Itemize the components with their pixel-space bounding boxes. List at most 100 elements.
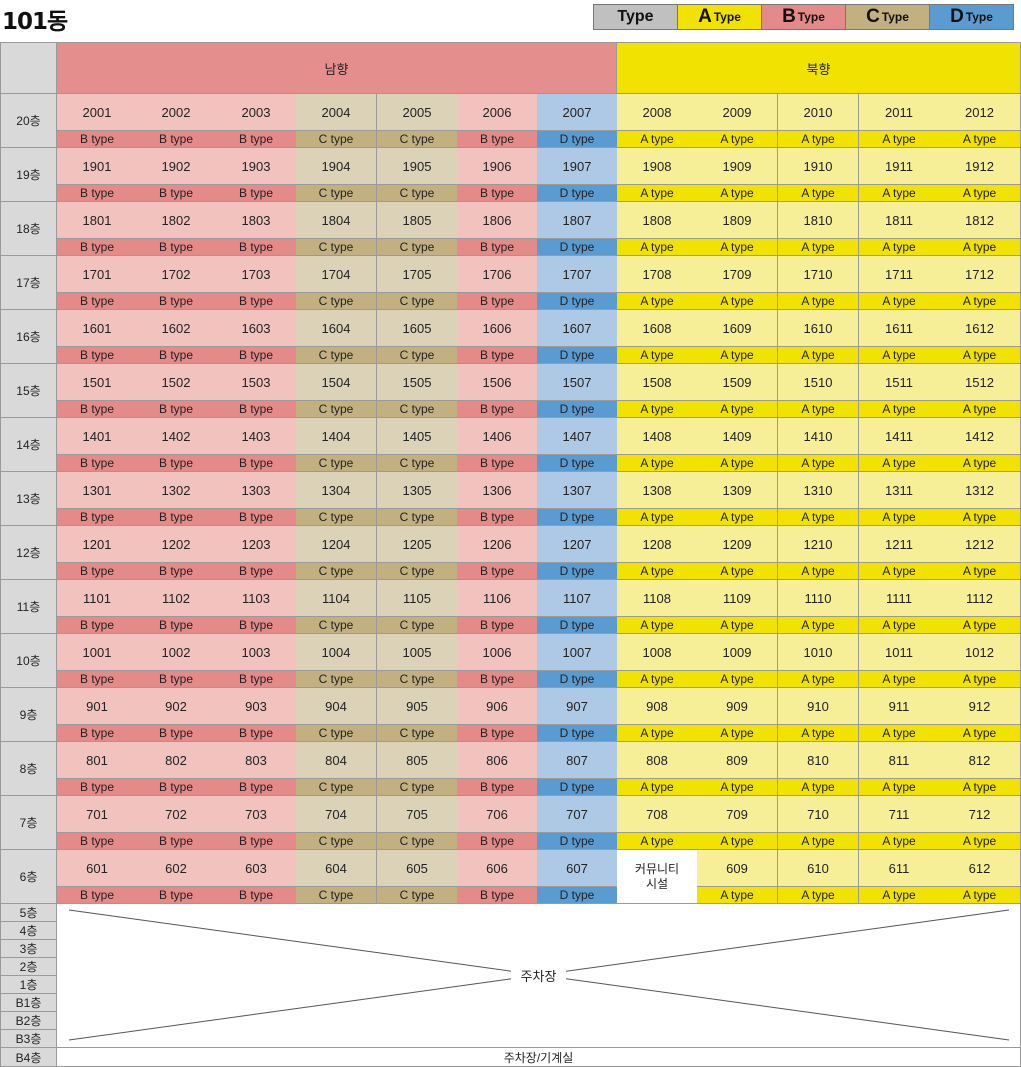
floor-label: 13층: [0, 472, 57, 526]
unit-number: 2003: [216, 94, 297, 131]
unit-number: 1206: [457, 526, 538, 563]
unit-number: 1304: [296, 472, 377, 509]
unit-type: C type: [296, 347, 377, 364]
unit-type: A type: [617, 563, 698, 580]
unit-number: 701: [57, 796, 138, 833]
unit-number: 1306: [457, 472, 538, 509]
legend-label: Type: [965, 10, 993, 24]
unit-number: 1412: [939, 418, 1021, 455]
unit-number: 1610: [778, 310, 859, 347]
unit-number: 1709: [697, 256, 778, 293]
unit-number: 1603: [216, 310, 297, 347]
unit-number: 604: [296, 850, 377, 887]
unit-type: A type: [697, 887, 778, 904]
unit-number: 909: [697, 688, 778, 725]
unit-type: A type: [617, 671, 698, 688]
unit-number: 1501: [57, 364, 138, 401]
unit-number: 1901: [57, 148, 138, 185]
unit-type: A type: [697, 509, 778, 526]
unit-number: 1405: [377, 418, 458, 455]
unit-type: C type: [377, 347, 458, 364]
unit-type: B type: [57, 725, 138, 742]
unit-type: B type: [136, 509, 217, 526]
unit-number: 1002: [136, 634, 217, 671]
unit-number: 1702: [136, 256, 217, 293]
unit-type: B type: [457, 293, 538, 310]
unit-number: 2002: [136, 94, 217, 131]
unit-number: 2004: [296, 94, 377, 131]
parking-label: 주차장: [510, 964, 567, 987]
unit-type: A type: [859, 617, 940, 634]
unit-type: A type: [859, 563, 940, 580]
unit-number: 1807: [537, 202, 618, 239]
unit-type: A type: [617, 347, 698, 364]
unit-number: 710: [778, 796, 859, 833]
unit-number: 1105: [377, 580, 458, 617]
unit-type: D type: [537, 131, 618, 148]
unit-type: C type: [296, 887, 377, 904]
unit-number: 1009: [697, 634, 778, 671]
legend-item: D Type: [929, 4, 1014, 30]
unit-type: C type: [377, 401, 458, 418]
unit-type: D type: [537, 725, 618, 742]
unit-number: 1504: [296, 364, 377, 401]
unit-number: 807: [537, 742, 618, 779]
unit-type: D type: [537, 833, 618, 850]
unit-type: D type: [537, 887, 618, 904]
unit-number: 1912: [939, 148, 1021, 185]
unit-type: C type: [377, 725, 458, 742]
unit-number: 905: [377, 688, 458, 725]
unit-type: C type: [377, 293, 458, 310]
unit-type: A type: [939, 617, 1021, 634]
legend-letter: C: [866, 6, 880, 27]
unit-type: B type: [136, 185, 217, 202]
unit-number: 606: [457, 850, 538, 887]
unit-number: 1311: [859, 472, 940, 509]
floor-label: 12층: [0, 526, 57, 580]
unit-type: B type: [136, 887, 217, 904]
unit-number: 808: [617, 742, 698, 779]
unit-type: C type: [296, 185, 377, 202]
unit-number: 1511: [859, 364, 940, 401]
unit-type: D type: [537, 185, 618, 202]
floor-label: 7층: [0, 796, 57, 850]
unit-number: 705: [377, 796, 458, 833]
unit-number: 1011: [859, 634, 940, 671]
unit-number: 1510: [778, 364, 859, 401]
legend-item: Type: [593, 4, 678, 30]
unit-type: A type: [697, 455, 778, 472]
unit-type: B type: [457, 887, 538, 904]
floor-label: 18층: [0, 202, 57, 256]
unit-number: 2008: [617, 94, 698, 131]
unit-number: 1810: [778, 202, 859, 239]
unit-number: 607: [537, 850, 618, 887]
unit-number: 1906: [457, 148, 538, 185]
unit-type: B type: [136, 779, 217, 796]
unit-type: A type: [617, 293, 698, 310]
unit-type: A type: [617, 401, 698, 418]
unit-number: 910: [778, 688, 859, 725]
unit-number: 610: [778, 850, 859, 887]
unit-number: 1305: [377, 472, 458, 509]
unit-number: 1110: [778, 580, 859, 617]
unit-number: 602: [136, 850, 217, 887]
unit-number: 1103: [216, 580, 297, 617]
floor-label: 11층: [0, 580, 57, 634]
unit-type: A type: [697, 401, 778, 418]
unit-number: 1609: [697, 310, 778, 347]
unit-type: A type: [859, 671, 940, 688]
unit-number: 1112: [939, 580, 1021, 617]
unit-type: D type: [537, 671, 618, 688]
unit-type: C type: [377, 239, 458, 256]
unit-number: 1106: [457, 580, 538, 617]
unit-type: A type: [939, 833, 1021, 850]
unit-type: B type: [457, 401, 538, 418]
unit-number: 601: [57, 850, 138, 887]
unit-type: B type: [136, 455, 217, 472]
unit-type: B type: [57, 833, 138, 850]
unit-type: A type: [859, 509, 940, 526]
unit-type: B type: [57, 185, 138, 202]
unit-number: 709: [697, 796, 778, 833]
unit-number: 605: [377, 850, 458, 887]
unit-type: A type: [778, 293, 859, 310]
